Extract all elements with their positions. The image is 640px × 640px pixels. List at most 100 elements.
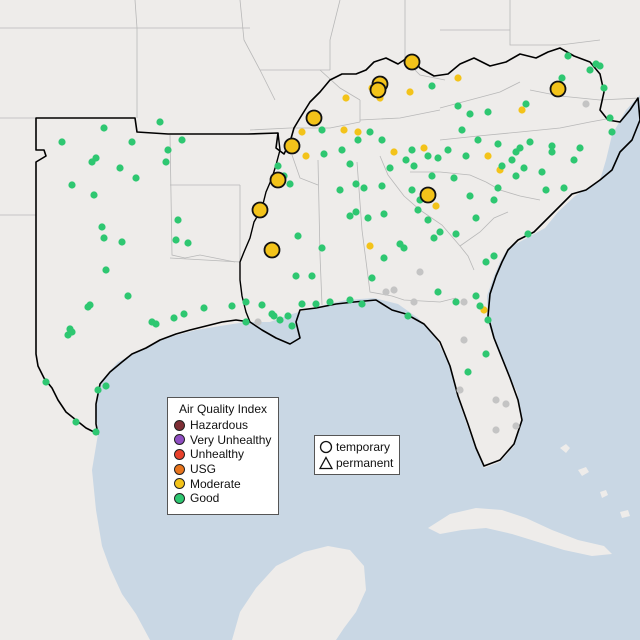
station-marker[interactable] <box>406 88 414 96</box>
station-marker[interactable] <box>512 172 520 180</box>
station-marker[interactable] <box>102 266 110 274</box>
station-marker[interactable] <box>180 310 188 318</box>
station-marker[interactable] <box>172 236 180 244</box>
station-marker[interactable] <box>520 164 528 172</box>
station-marker[interactable] <box>156 118 164 126</box>
temporary-station-marker[interactable] <box>263 241 281 259</box>
station-marker[interactable] <box>276 316 284 324</box>
station-marker[interactable] <box>42 378 50 386</box>
station-marker[interactable] <box>512 422 520 430</box>
station-marker[interactable] <box>436 228 444 236</box>
station-marker[interactable] <box>184 239 192 247</box>
station-marker[interactable] <box>352 180 360 188</box>
station-marker[interactable] <box>302 152 310 160</box>
station-marker[interactable] <box>92 154 100 162</box>
station-marker[interactable] <box>90 191 98 199</box>
station-marker[interactable] <box>570 156 578 164</box>
station-marker[interactable] <box>292 272 300 280</box>
station-marker[interactable] <box>456 386 464 394</box>
station-marker[interactable] <box>268 310 276 318</box>
station-marker[interactable] <box>434 154 442 162</box>
station-marker[interactable] <box>288 322 296 330</box>
station-marker[interactable] <box>548 148 556 156</box>
station-marker[interactable] <box>548 142 556 150</box>
station-marker[interactable] <box>408 186 416 194</box>
station-marker[interactable] <box>452 230 460 238</box>
temporary-station-marker[interactable] <box>251 201 269 219</box>
station-marker[interactable] <box>360 184 368 192</box>
station-marker[interactable] <box>242 298 250 306</box>
station-marker[interactable] <box>490 196 498 204</box>
station-marker[interactable] <box>502 400 510 408</box>
temporary-station-marker[interactable] <box>403 53 421 71</box>
station-marker[interactable] <box>428 172 436 180</box>
station-marker[interactable] <box>254 318 262 326</box>
station-marker[interactable] <box>102 382 110 390</box>
station-marker[interactable] <box>482 258 490 266</box>
station-marker[interactable] <box>116 164 124 172</box>
station-marker[interactable] <box>444 146 452 154</box>
station-marker[interactable] <box>452 298 460 306</box>
station-marker[interactable] <box>364 214 372 222</box>
station-marker[interactable] <box>596 62 604 70</box>
station-marker[interactable] <box>402 156 410 164</box>
station-marker[interactable] <box>404 312 412 320</box>
station-marker[interactable] <box>378 136 386 144</box>
station-marker[interactable] <box>494 140 502 148</box>
temporary-station-marker[interactable] <box>419 186 437 204</box>
station-marker[interactable] <box>462 152 470 160</box>
station-marker[interactable] <box>92 428 100 436</box>
station-marker[interactable] <box>420 144 428 152</box>
station-marker[interactable] <box>118 238 126 246</box>
station-marker[interactable] <box>428 82 436 90</box>
temporary-station-marker[interactable] <box>283 137 301 155</box>
station-marker[interactable] <box>524 230 532 238</box>
station-marker[interactable] <box>464 368 472 376</box>
station-marker[interactable] <box>400 244 408 252</box>
station-marker[interactable] <box>326 298 334 306</box>
station-marker[interactable] <box>408 146 416 154</box>
station-marker[interactable] <box>132 174 140 182</box>
station-marker[interactable] <box>458 126 466 134</box>
station-marker[interactable] <box>366 128 374 136</box>
station-marker[interactable] <box>346 160 354 168</box>
station-marker[interactable] <box>124 292 132 300</box>
station-marker[interactable] <box>94 386 102 394</box>
station-marker[interactable] <box>460 336 468 344</box>
station-marker[interactable] <box>432 202 440 210</box>
station-marker[interactable] <box>164 146 172 154</box>
station-marker[interactable] <box>338 146 346 154</box>
station-marker[interactable] <box>346 296 354 304</box>
station-marker[interactable] <box>466 192 474 200</box>
station-marker[interactable] <box>472 214 480 222</box>
station-marker[interactable] <box>98 223 106 231</box>
station-marker[interactable] <box>512 148 520 156</box>
station-marker[interactable] <box>390 148 398 156</box>
station-marker[interactable] <box>518 106 526 114</box>
station-marker[interactable] <box>294 232 302 240</box>
temporary-station-marker[interactable] <box>369 81 387 99</box>
station-marker[interactable] <box>490 252 498 260</box>
station-marker[interactable] <box>170 314 178 322</box>
station-marker[interactable] <box>386 164 394 172</box>
station-marker[interactable] <box>474 136 482 144</box>
station-marker[interactable] <box>390 286 398 294</box>
station-marker[interactable] <box>606 114 614 122</box>
station-marker[interactable] <box>100 124 108 132</box>
station-marker[interactable] <box>586 66 594 74</box>
station-marker[interactable] <box>312 300 320 308</box>
station-marker[interactable] <box>72 418 80 426</box>
station-marker[interactable] <box>482 350 490 358</box>
station-marker[interactable] <box>64 331 72 339</box>
station-marker[interactable] <box>58 138 66 146</box>
station-marker[interactable] <box>380 254 388 262</box>
station-marker[interactable] <box>522 100 530 108</box>
station-marker[interactable] <box>416 268 424 276</box>
station-marker[interactable] <box>600 84 608 92</box>
station-marker[interactable] <box>492 396 500 404</box>
station-marker[interactable] <box>298 128 306 136</box>
station-marker[interactable] <box>414 206 422 214</box>
station-marker[interactable] <box>68 181 76 189</box>
station-marker[interactable] <box>484 152 492 160</box>
station-marker[interactable] <box>336 186 344 194</box>
